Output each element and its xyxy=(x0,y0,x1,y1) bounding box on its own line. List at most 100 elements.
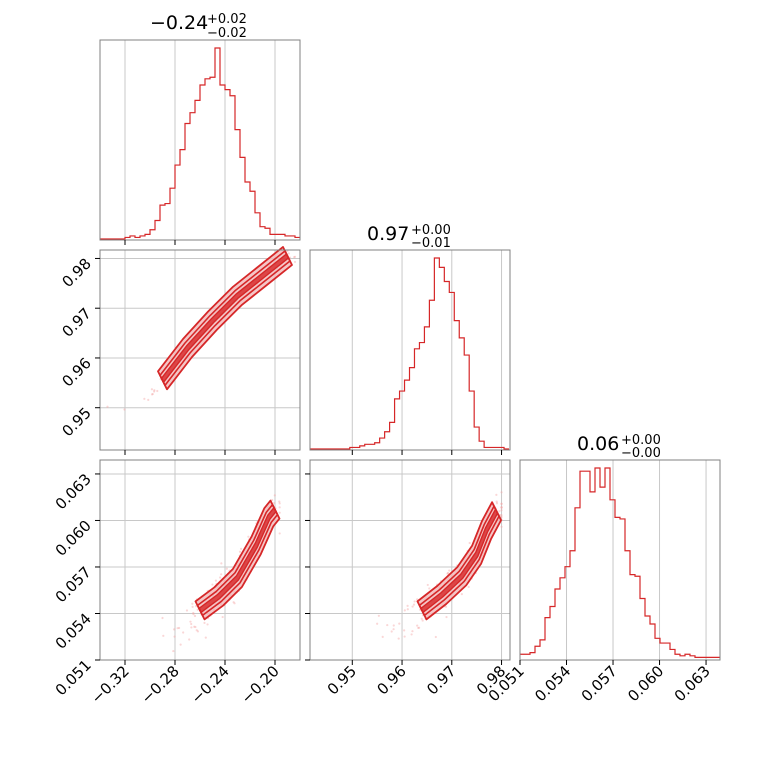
sample-point xyxy=(293,256,296,259)
sample-point xyxy=(204,636,207,639)
sample-point xyxy=(468,541,471,545)
sample-point xyxy=(376,622,379,625)
contour-inner-p0_p1 xyxy=(160,253,290,384)
hist-bin-2 xyxy=(650,624,655,659)
hist-bin-1 xyxy=(434,258,439,449)
sample-point xyxy=(188,638,191,641)
sample-point xyxy=(446,571,450,575)
sample-point xyxy=(411,630,414,633)
x-tick-label: 0.96 xyxy=(374,662,410,698)
hist-bin-1 xyxy=(365,444,370,449)
panel-frame-1-1 xyxy=(309,249,511,451)
sample-point xyxy=(417,626,420,630)
hist-bin-2 xyxy=(685,654,690,659)
hist-bin-1 xyxy=(429,300,434,449)
y-tick-label: 0.060 xyxy=(52,517,95,560)
x-tick-label: 0.063 xyxy=(671,662,714,705)
sample-point xyxy=(220,562,223,565)
contour-mid-p0_p2 xyxy=(196,503,279,617)
sample-point xyxy=(377,614,380,617)
y-tick-label: 0.054 xyxy=(52,610,95,653)
sample-point xyxy=(179,643,182,646)
sample-point xyxy=(498,510,501,513)
grid-1-0 xyxy=(100,250,300,450)
sample-point xyxy=(151,392,154,396)
x-tick-label: 0.97 xyxy=(423,662,459,698)
x-tick-label: 0.054 xyxy=(531,662,574,705)
hist-bin-1 xyxy=(385,432,390,449)
grid-2-0 xyxy=(100,460,300,660)
y-tick-label: 0.95 xyxy=(58,404,94,440)
sample-point xyxy=(150,388,154,391)
sample-point xyxy=(278,506,281,509)
sample-point xyxy=(173,628,176,631)
sample-point xyxy=(448,569,451,572)
contour-mid-p0_p1 xyxy=(159,250,291,387)
panel-frame-2-0 xyxy=(99,459,301,661)
hist-bin-0 xyxy=(250,191,255,239)
sample-point xyxy=(403,629,406,632)
sample-point xyxy=(214,579,218,582)
histogram-0 xyxy=(100,47,300,240)
scatter-p1_p2 xyxy=(376,491,503,640)
panel-frame-2-2 xyxy=(519,459,721,661)
sample-point xyxy=(185,609,189,612)
hist-bin-2 xyxy=(600,487,605,659)
sample-point xyxy=(278,511,281,514)
contour-inner-p1_p2 xyxy=(420,508,499,614)
hist-bin-2 xyxy=(530,653,535,659)
hist-bin-0 xyxy=(240,157,245,239)
sample-point xyxy=(106,405,109,408)
hist-bin-2 xyxy=(555,589,560,659)
hist-bin-0 xyxy=(160,205,165,239)
histogram-1 xyxy=(310,257,510,450)
sample-point xyxy=(412,603,416,606)
sample-point xyxy=(196,608,199,611)
sample-point xyxy=(153,389,156,392)
sample-point xyxy=(272,501,276,505)
contour-mid-p1_p2 xyxy=(418,505,500,617)
sample-point xyxy=(195,629,198,632)
hist-bin-2 xyxy=(575,508,580,659)
x-tick-label: 0.060 xyxy=(624,662,667,705)
sample-point xyxy=(172,649,175,653)
hist-bin-0 xyxy=(200,85,205,239)
hist-bin-0 xyxy=(230,96,235,239)
hist-bin-2 xyxy=(635,576,640,659)
grid-0-0 xyxy=(124,40,276,240)
title-param-0: −0.24 +0.02 −0.02 xyxy=(150,12,247,41)
hist-bin-0 xyxy=(165,204,170,239)
hist-bin-0 xyxy=(175,165,180,239)
sample-point xyxy=(156,389,159,393)
hist-bin-0 xyxy=(275,234,280,239)
sample-point xyxy=(173,635,176,638)
svg-text:−0.02: −0.02 xyxy=(207,26,247,41)
sample-point xyxy=(500,525,503,528)
sample-point xyxy=(278,500,281,503)
hist-bin-2 xyxy=(525,654,530,659)
sample-point xyxy=(225,567,228,570)
sample-point xyxy=(191,605,194,608)
sample-point xyxy=(161,616,164,620)
hist-bin-2 xyxy=(605,468,610,659)
sample-point xyxy=(406,608,409,611)
hist-bin-1 xyxy=(469,391,474,449)
svg-text:0.97: 0.97 xyxy=(367,223,409,245)
sample-point xyxy=(143,397,146,400)
x-tick-label: −0.24 xyxy=(188,662,233,707)
hist-bin-0 xyxy=(180,150,185,239)
sample-point xyxy=(193,614,197,618)
sample-point xyxy=(220,573,223,576)
sample-point xyxy=(500,502,503,505)
sample-point xyxy=(176,627,179,630)
sample-point xyxy=(460,592,463,596)
sample-point xyxy=(271,498,274,502)
hist-bin-0 xyxy=(210,77,215,239)
sample-point xyxy=(413,600,416,603)
hist-bin-0 xyxy=(205,79,210,239)
x-tick-label: 0.95 xyxy=(324,662,360,698)
sample-point xyxy=(500,506,503,509)
sample-point xyxy=(467,585,470,589)
sample-point xyxy=(500,506,503,509)
sample-point xyxy=(206,623,209,626)
